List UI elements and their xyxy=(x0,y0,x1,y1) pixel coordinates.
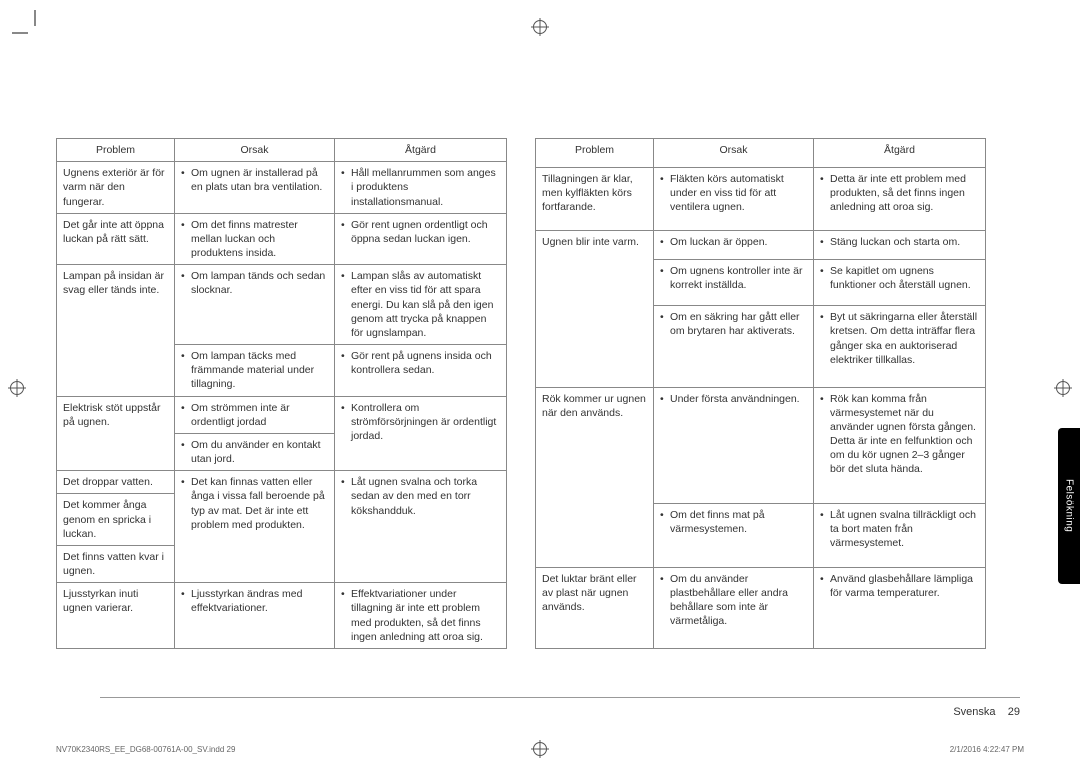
problem-cell: Ugnen blir inte varm. xyxy=(536,231,654,387)
footline-filename: NV70K2340RS_EE_DG68-00761A-00_SV.indd 29 xyxy=(56,745,235,754)
troubleshoot-table-right: ProblemOrsakÅtgärd Tillagningen är klar, … xyxy=(535,138,986,649)
cause-cell: Om det finns matrester mellan luckan och… xyxy=(175,213,335,265)
action-cell: Gör rent på ugnens insida och kontroller… xyxy=(335,345,507,397)
cause-cell: Det kan finnas vatten eller ånga i vissa… xyxy=(175,471,335,583)
col-atgard: Åtgärd xyxy=(814,139,986,168)
action-cell: Låt ugnen svalna tillräckligt och ta bor… xyxy=(814,503,986,567)
action-cell: Detta är inte ett problem med produkten,… xyxy=(814,167,986,231)
cause-cell: Om det finns mat på värmesystemen. xyxy=(654,503,814,567)
action-cell: Se kapitlet om ugnens funktioner och åte… xyxy=(814,260,986,306)
col-orsak: Orsak xyxy=(654,139,814,168)
cause-cell: Om du använder plastbehållare eller andr… xyxy=(654,567,814,648)
cause-cell: Om ugnen är installerad på en plats utan… xyxy=(175,162,335,214)
page-footer: Svenska 29 xyxy=(100,697,1020,718)
cause-cell: Om strömmen inte är ordentligt jordad xyxy=(175,396,335,433)
side-tab-label: Felsökning xyxy=(1064,479,1075,532)
cause-cell: Om luckan är öppen. xyxy=(654,231,814,260)
crop-mark xyxy=(12,32,28,34)
problem-cell: Elektrisk stöt uppstår på ugnen. xyxy=(57,396,175,471)
troubleshoot-table-left: ProblemOrsakÅtgärd Ugnens exteriör är för… xyxy=(56,138,507,649)
problem-cell: Det går inte att öppna luckan på rätt sä… xyxy=(57,213,175,265)
content-columns: ProblemOrsakÅtgärdUgnens exteriör är för… xyxy=(56,38,1024,649)
footline-timestamp: 2/1/2016 4:22:47 PM xyxy=(950,745,1024,754)
action-cell: Kontrollera om strömförsörjningen är ord… xyxy=(335,396,507,471)
page: ProblemOrsakÅtgärdUgnens exteriör är för… xyxy=(0,0,1080,776)
problem-cell: Ugnens exteriör är för varm när den fung… xyxy=(57,162,175,214)
cause-cell: Om en säkring har gått eller om brytaren… xyxy=(654,306,814,387)
print-footline: NV70K2340RS_EE_DG68-00761A-00_SV.indd 29… xyxy=(56,745,1024,754)
problem-cell: Lampan på insidan är svag eller tänds in… xyxy=(57,265,175,396)
cause-cell: Om lampan täcks med främmande material u… xyxy=(175,345,335,397)
action-cell: Effektvariationer under tillagning är in… xyxy=(335,583,507,649)
action-cell: Använd glasbehållare lämpliga för varma … xyxy=(814,567,986,648)
action-cell: Låt ugnen svalna och torka sedan av den … xyxy=(335,471,507,583)
action-cell: Lampan slås av automatiskt efter en viss… xyxy=(335,265,507,345)
problem-cell: Ljusstyrkan inuti ugnen varierar. xyxy=(57,583,175,649)
action-cell: Rök kan komma från värmesystemet när du … xyxy=(814,387,986,503)
cause-cell: Om lampan tänds och sedan slocknar. xyxy=(175,265,335,345)
cause-cell: Under första användningen. xyxy=(654,387,814,503)
action-cell: Stäng luckan och starta om. xyxy=(814,231,986,260)
action-cell: Byt ut säkringarna eller återställ krets… xyxy=(814,306,986,387)
action-cell: Gör rent ugnen ordentligt och öppna seda… xyxy=(335,213,507,265)
col-problem: Problem xyxy=(57,139,175,162)
footer-language: Svenska xyxy=(953,706,995,718)
registration-mark xyxy=(533,20,547,34)
problem-cell: Det luktar bränt eller av plast när ugne… xyxy=(536,567,654,648)
crop-mark xyxy=(34,10,36,26)
registration-mark xyxy=(10,381,24,395)
cause-cell: Fläkten körs automatiskt under en viss t… xyxy=(654,167,814,231)
problem-cell: Rök kommer ur ugnen när den används. xyxy=(536,387,654,567)
side-tab-felsokning: Felsökning xyxy=(1058,428,1080,584)
problem-cell: Det droppar vatten. xyxy=(57,471,175,494)
problem-cell: Det kommer ånga genom en spricka i lucka… xyxy=(57,494,175,546)
problem-cell: Det finns vatten kvar i ugnen. xyxy=(57,545,175,582)
footer-page-number: 29 xyxy=(1008,706,1020,718)
col-atgard: Åtgärd xyxy=(335,139,507,162)
cause-cell: Om du använder en kontakt utan jord. xyxy=(175,433,335,470)
col-problem: Problem xyxy=(536,139,654,168)
cause-cell: Om ugnens kontroller inte är korrekt ins… xyxy=(654,260,814,306)
problem-cell: Tillagningen är klar, men kylfläkten kör… xyxy=(536,167,654,231)
action-cell: Håll mellanrummen som anges i produktens… xyxy=(335,162,507,214)
cause-cell: Ljusstyrkan ändras med effektvariationer… xyxy=(175,583,335,649)
col-orsak: Orsak xyxy=(175,139,335,162)
registration-mark xyxy=(1056,381,1070,395)
